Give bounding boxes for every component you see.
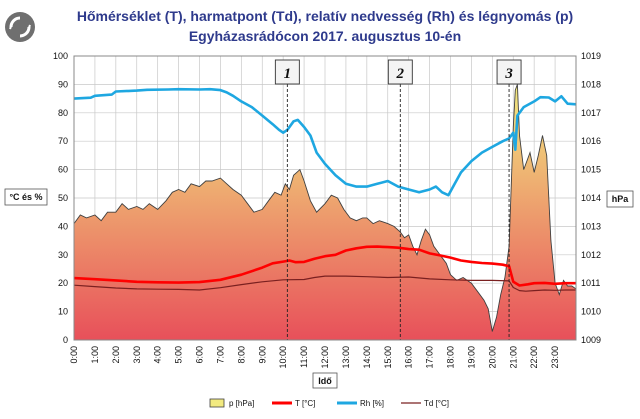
x-tick-label: 2:00 bbox=[111, 346, 121, 364]
event-marker-label: 2 bbox=[396, 66, 405, 82]
x-tick-label: 14:00 bbox=[362, 346, 372, 369]
right-axis-label: hPa bbox=[606, 190, 634, 208]
x-tick-label: 6:00 bbox=[195, 346, 205, 364]
x-axis-label: Idő bbox=[312, 372, 338, 389]
right-tick-label: 1013 bbox=[581, 221, 601, 231]
legend-label: Rh [%] bbox=[360, 399, 384, 408]
x-tick-label: 19:00 bbox=[466, 346, 476, 369]
x-tick-label: 13:00 bbox=[341, 346, 351, 369]
left-tick-label: 30 bbox=[58, 250, 68, 260]
left-axis-label: °C és % bbox=[4, 188, 48, 206]
humidity-line bbox=[74, 87, 576, 197]
x-tick-label: 3:00 bbox=[132, 346, 142, 364]
pressure-area bbox=[74, 84, 576, 340]
event-marker-box bbox=[496, 59, 522, 85]
x-tick-label: 16:00 bbox=[404, 346, 414, 369]
right-tick-label: 1016 bbox=[581, 136, 601, 146]
left-tick-label: 70 bbox=[58, 136, 68, 146]
x-tick-label: 11:00 bbox=[299, 346, 309, 368]
x-tick-label: 7:00 bbox=[215, 346, 225, 364]
x-tick-label: 4:00 bbox=[153, 346, 163, 364]
legend-swatch bbox=[209, 398, 225, 408]
dewpoint-line bbox=[74, 275, 576, 292]
legend: p [hPa] T [°C] Rh [%] Td [°C] bbox=[209, 398, 449, 408]
legend-label: p [hPa] bbox=[229, 399, 254, 408]
event-marker-label: 1 bbox=[284, 66, 292, 82]
right-tick-label: 1018 bbox=[581, 79, 601, 89]
x-tick-label: 18:00 bbox=[446, 346, 456, 369]
right-tick-label: 1012 bbox=[581, 250, 601, 260]
x-tick-label: 9:00 bbox=[257, 346, 267, 364]
x-tick-label: 20:00 bbox=[487, 346, 497, 369]
left-axis-label-text: °C és % bbox=[9, 192, 42, 202]
legend-label: Td [°C] bbox=[424, 399, 449, 408]
x-axis-ticks: 0:00 1:00 2:00 3:00 4:00 5:00 6:00 7:00 8:00 9:00… bbox=[69, 346, 560, 369]
right-axis-label-text: hPa bbox=[612, 194, 630, 204]
left-tick-label: 10 bbox=[58, 307, 68, 317]
right-tick-label: 1015 bbox=[581, 165, 601, 175]
pressure-series bbox=[74, 84, 576, 340]
legend-label: T [°C] bbox=[295, 399, 315, 408]
event-marker-box bbox=[274, 59, 300, 85]
pressure-line bbox=[74, 84, 576, 332]
x-tick-label: 0:00 bbox=[69, 346, 79, 364]
right-tick-label: 1009 bbox=[581, 335, 601, 345]
x-tick-label: 1:00 bbox=[90, 346, 100, 364]
x-tick-label: 17:00 bbox=[425, 346, 435, 369]
right-tick-label: 1011 bbox=[581, 278, 600, 288]
left-tick-label: 50 bbox=[58, 193, 68, 203]
x-tick-label: 10:00 bbox=[278, 346, 288, 369]
left-tick-label: 60 bbox=[58, 165, 68, 175]
x-tick-label: 23:00 bbox=[550, 346, 560, 369]
chart-title-line1: Hőmérséklet (T), harmatpont (Td), relatí… bbox=[77, 8, 573, 24]
line-series bbox=[74, 87, 576, 292]
event-markers: 1 2 3 bbox=[274, 59, 522, 340]
right-tick-label: 1010 bbox=[581, 307, 601, 317]
left-axis-ticks: 0 10 20 30 40 50 60 70 80 90 100 bbox=[53, 51, 68, 345]
right-axis-ticks: 1009 1010 1011 1012 1013 1014 1015 1016 1017 1018… bbox=[581, 51, 601, 345]
event-marker-box bbox=[387, 59, 413, 85]
x-tick-label: 12:00 bbox=[320, 346, 330, 369]
plot-frame bbox=[73, 55, 577, 341]
left-tick-label: 0 bbox=[63, 335, 68, 345]
right-tick-label: 1017 bbox=[581, 108, 601, 118]
chart-title-line2: Egyházasrádócon 2017. augusztus 10-én bbox=[189, 28, 461, 44]
left-tick-label: 40 bbox=[58, 221, 68, 231]
right-tick-label: 1019 bbox=[581, 51, 601, 61]
logo bbox=[5, 12, 35, 42]
left-tick-label: 20 bbox=[58, 278, 68, 288]
x-tick-label: 8:00 bbox=[236, 346, 246, 364]
x-axis-label-text: Idő bbox=[318, 376, 332, 386]
x-tick-label: 22:00 bbox=[529, 346, 539, 369]
x-tick-label: 5:00 bbox=[174, 346, 184, 364]
right-tick-label: 1014 bbox=[581, 193, 601, 203]
left-tick-label: 100 bbox=[53, 51, 68, 61]
event-marker-label: 3 bbox=[504, 66, 513, 82]
left-tick-label: 90 bbox=[58, 79, 68, 89]
temperature-line bbox=[74, 245, 576, 287]
x-tick-label: 21:00 bbox=[508, 346, 518, 369]
left-tick-label: 80 bbox=[58, 108, 68, 118]
x-tick-label: 15:00 bbox=[383, 346, 393, 369]
